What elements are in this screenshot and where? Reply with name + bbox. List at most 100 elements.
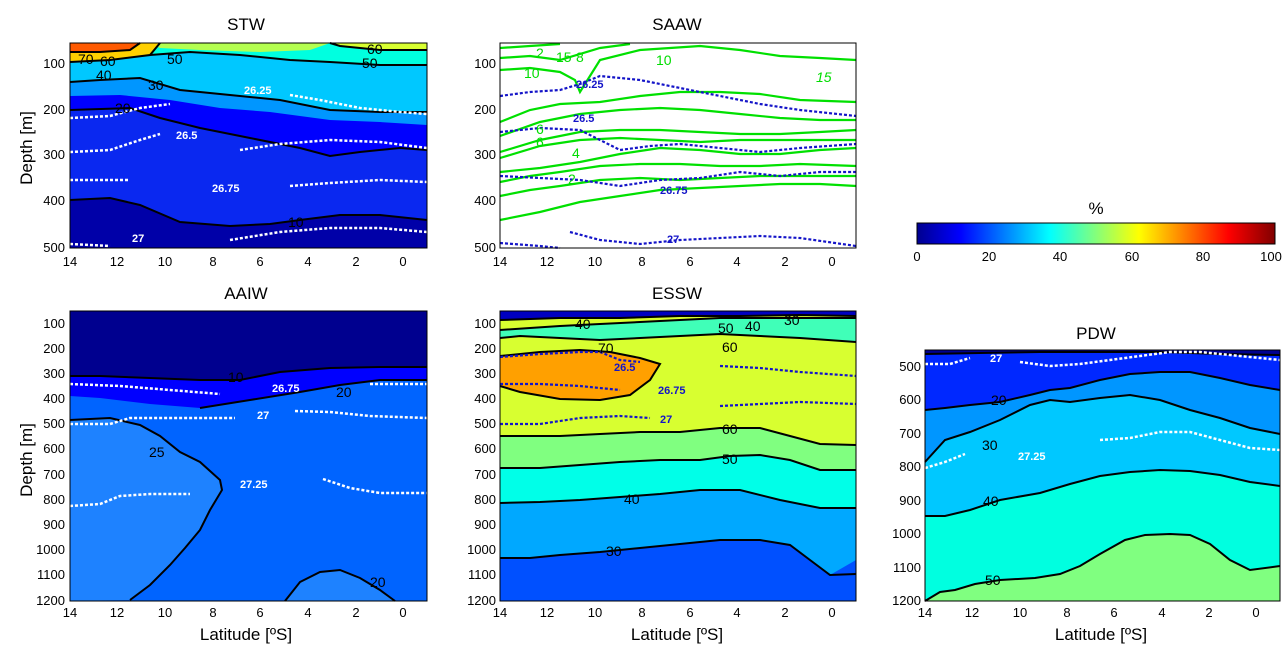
colorbar-tick: 80: [1196, 249, 1210, 264]
saaw-contour-label: 15: [816, 69, 832, 85]
aaiw-yticks: 100 200 300 400 500 600 700 800 900 1000…: [36, 316, 65, 608]
pdw-contour-label: 50: [985, 572, 1001, 588]
aaiw-contour-label: 25: [149, 444, 165, 460]
pdw-contours: [924, 351, 1281, 602]
saaw-frame: [499, 42, 857, 249]
essw-xtick: 6: [686, 605, 693, 620]
essw-contour-label: 60: [722, 339, 738, 355]
saaw-contour-label: 10: [656, 52, 672, 68]
stw-xtick: 2: [352, 254, 359, 269]
aaiw-xtick: 12: [110, 605, 124, 620]
essw-isopycnal-label: 27: [660, 414, 672, 426]
essw-title: ESSW: [652, 284, 702, 303]
pdw-contour-label: 40: [983, 493, 999, 509]
saaw-contour-label: 15: [556, 49, 572, 65]
essw-ytick: 100: [474, 316, 496, 331]
saaw-ytick: 300: [474, 147, 496, 162]
saaw-xtick: 10: [588, 254, 602, 269]
essw-ytick: 300: [474, 366, 496, 381]
essw-xtick: 0: [828, 605, 835, 620]
saaw-axes: 100 200 300 400 500 14 12 10 8 6 4 2 0: [474, 56, 835, 269]
saaw-xtick: 8: [638, 254, 645, 269]
essw-ytick: 1000: [467, 542, 496, 557]
stw-contour-label: 40: [96, 67, 112, 83]
pdw-xticks: 14 12 10 8 6 4 2 0: [918, 605, 1260, 620]
pdw-panel: PDW Latitude [ºS] 20 30 40 50: [892, 324, 1281, 644]
saaw-xticks: 14 12 10 8 6 4 2 0: [493, 254, 836, 269]
aaiw-ytick: 1000: [36, 542, 65, 557]
pdw-xtick: 0: [1252, 605, 1259, 620]
pdw-ytick: 1000: [892, 526, 921, 541]
saaw-contour-label: 4: [572, 145, 580, 161]
saaw-panel: SAAW 2 15 8 10 10 15: [474, 15, 857, 269]
stw-contour-labels: 70 60 50 60 50 40 30 20 10 26.25 26.5 26…: [78, 41, 383, 245]
colorbar-tick: 40: [1053, 249, 1067, 264]
aaiw-plot-fill: [70, 311, 427, 601]
pdw-contour-label: 30: [982, 437, 998, 453]
pdw-isopycnal-label: 27: [990, 353, 1002, 365]
stw-contour-label: 20: [115, 100, 131, 116]
essw-xtick: 2: [781, 605, 788, 620]
saaw-contour-label: 10: [524, 65, 540, 81]
aaiw-ytick: 600: [43, 441, 65, 456]
essw-contour-labels: 40 50 40 30 70 60 60 50 40 30 26.5 26.75…: [575, 312, 800, 559]
aaiw-panel: AAIW Depth [m] Latitude [ºS] 10 20: [17, 284, 428, 644]
aaiw-isopycnals: [69, 382, 428, 508]
saaw-isopycnal-label: 27: [667, 234, 679, 246]
saaw-isopycnal-label: 26.25: [576, 79, 604, 91]
aaiw-frame: [69, 310, 428, 602]
essw-ytick: 800: [474, 492, 496, 507]
saaw-ytick: 500: [474, 240, 496, 255]
saaw-yticks: 100 200 300 400 500: [474, 56, 496, 255]
essw-xtick: 12: [540, 605, 554, 620]
stw-plot-fill: [70, 43, 427, 248]
saaw-title: SAAW: [652, 15, 701, 34]
pdw-xtick: 12: [965, 605, 979, 620]
pdw-ytick: 500: [899, 359, 921, 374]
saaw-ytick: 100: [474, 56, 496, 71]
saaw-contour-label: 6: [536, 121, 544, 137]
aaiw-contours: [69, 366, 427, 602]
saaw-ytick: 400: [474, 193, 496, 208]
colorbar: % 0 20 40 60 80 100: [913, 199, 1281, 264]
pdw-ytick: 800: [899, 459, 921, 474]
pdw-xtick: 14: [918, 605, 932, 620]
pdw-title: PDW: [1076, 324, 1116, 343]
pdw-yticks: 500 600 700 800 900 1000 1100 1200: [892, 359, 921, 608]
essw-contour-label: 50: [718, 320, 734, 336]
essw-ytick: 700: [474, 467, 496, 482]
colorbar-tick: 20: [982, 249, 996, 264]
stw-isopycnal-label: 26.5: [176, 130, 197, 142]
saaw-xtick: 4: [733, 254, 740, 269]
stw-xtick: 8: [209, 254, 216, 269]
stw-xticks: 14 12 10 8 6 4 2 0: [63, 254, 407, 269]
aaiw-isopycnal-label: 27.25: [240, 479, 268, 491]
stw-contour-label: 30: [148, 77, 164, 93]
pdw-contour-label: 20: [991, 392, 1007, 408]
pdw-isopycnals: [924, 350, 1281, 470]
aaiw-xticks: 14 12 10 8 6 4 2 0: [63, 605, 407, 620]
stw-ytick: 200: [43, 102, 65, 117]
stw-frame: [69, 42, 428, 249]
stw-ylabel: Depth [m]: [17, 111, 36, 185]
pdw-ytick: 600: [899, 392, 921, 407]
stw-contour-label: 10: [288, 214, 304, 230]
stw-isopycnals: [69, 93, 428, 248]
stw-xtick: 4: [304, 254, 311, 269]
essw-ytick: 1100: [468, 567, 496, 582]
pdw-ytick: 900: [899, 493, 921, 508]
essw-contour-label: 40: [745, 318, 761, 334]
essw-contour-label: 30: [606, 543, 622, 559]
pdw-frame: [924, 349, 1281, 602]
stw-contours: [69, 42, 428, 228]
stw-title: STW: [227, 15, 265, 34]
pdw-xlabel: Latitude [ºS]: [1055, 625, 1147, 644]
essw-ytick: 400: [474, 391, 496, 406]
aaiw-ytick: 500: [43, 416, 65, 431]
saaw-xtick: 12: [540, 254, 554, 269]
essw-ytick: 900: [474, 517, 496, 532]
aaiw-xtick: 8: [209, 605, 216, 620]
aaiw-contour-labels: 10 20 25 20 26.75 27 27.25: [149, 369, 386, 590]
colorbar-ticks: 0 20 40 60 80 100: [913, 249, 1281, 264]
